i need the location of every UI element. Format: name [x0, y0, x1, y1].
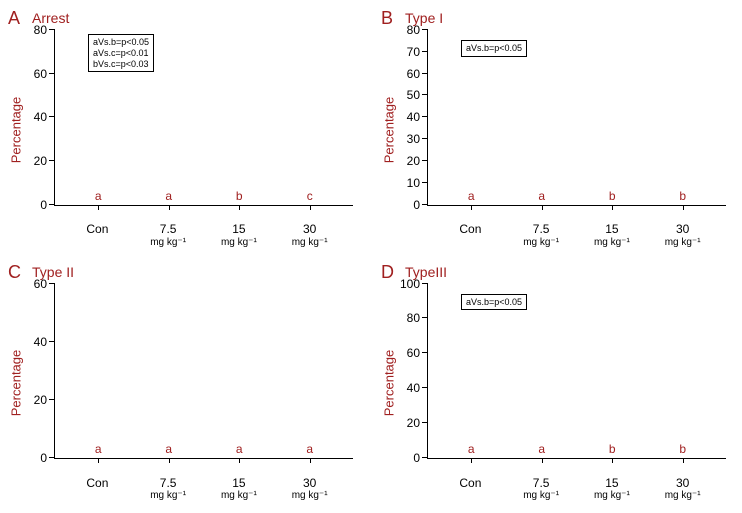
significance-letter: c — [307, 189, 313, 203]
y-tick-label: 60 — [407, 67, 428, 81]
y-axis-label: Percentage — [382, 350, 397, 417]
x-label: 15mg kg⁻¹ — [211, 477, 268, 501]
x-label: 30mg kg⁻¹ — [654, 223, 711, 247]
panel-a: AArrestaVs.b=p<0.05aVs.c=p<0.01bVs.c=p<0… — [8, 8, 361, 252]
x-labels: Con 7.5mg kg⁻¹ 15mg kg⁻¹ 30mg kg⁻¹ — [427, 477, 726, 501]
bars-container: aabb — [428, 284, 726, 459]
x-label: 30mg kg⁻¹ — [654, 477, 711, 501]
error-cap — [306, 458, 316, 459]
y-tick-label: 0 — [413, 451, 428, 465]
significance-letter: b — [679, 189, 686, 203]
x-label: Con — [69, 223, 126, 247]
error-cap — [165, 458, 175, 459]
error-cap — [538, 458, 548, 459]
error-cap — [608, 205, 618, 206]
y-tick-label: 60 — [34, 67, 55, 81]
y-tick-label: 70 — [407, 45, 428, 59]
error-cap — [679, 458, 689, 459]
x-label: Con — [442, 223, 499, 247]
x-label: 15mg kg⁻¹ — [584, 477, 641, 501]
bars-container: aabc — [55, 30, 353, 205]
chart-area: 0204060aaaa — [54, 284, 353, 460]
x-labels: Con 7.5mg kg⁻¹ 15mg kg⁻¹ 30mg kg⁻¹ — [427, 223, 726, 247]
significance-letter: a — [95, 189, 102, 203]
x-label: 15mg kg⁻¹ — [211, 223, 268, 247]
x-label: 30mg kg⁻¹ — [281, 477, 338, 501]
x-label: 7.5mg kg⁻¹ — [513, 223, 570, 247]
significance-letter: b — [609, 189, 616, 203]
panel-d: DTypeIIIaVs.b=p<0.05Percentage0204060801… — [381, 262, 734, 506]
y-tick-label: 40 — [407, 381, 428, 395]
y-tick-label: 50 — [407, 88, 428, 102]
panel-letter: D — [381, 262, 394, 283]
x-label: 30mg kg⁻¹ — [281, 223, 338, 247]
y-axis-label: Percentage — [9, 350, 24, 417]
y-tick-label: 0 — [413, 198, 428, 212]
y-tick-label: 100 — [400, 277, 428, 291]
y-tick-label: 20 — [34, 393, 55, 407]
error-cap — [679, 205, 689, 206]
error-cap — [608, 458, 618, 459]
bars-container: aaaa — [55, 284, 353, 459]
significance-letter: b — [679, 442, 686, 456]
y-tick-label: 20 — [407, 154, 428, 168]
significance-letter: b — [609, 442, 616, 456]
y-tick-label: 60 — [34, 277, 55, 291]
y-axis-label: Percentage — [382, 97, 397, 164]
y-tick-label: 80 — [407, 311, 428, 325]
x-label: 7.5mg kg⁻¹ — [140, 223, 197, 247]
y-tick-label: 60 — [407, 346, 428, 360]
error-cap — [235, 458, 245, 459]
significance-letter: a — [165, 189, 172, 203]
chart-area: 020406080aabc — [54, 30, 353, 206]
panel-letter: B — [381, 8, 393, 29]
y-tick-label: 20 — [407, 416, 428, 430]
y-tick-label: 80 — [34, 23, 55, 37]
error-cap — [306, 205, 316, 206]
error-cap — [467, 458, 477, 459]
y-tick-label: 40 — [407, 110, 428, 124]
y-tick-label: 20 — [34, 154, 55, 168]
x-label: 7.5mg kg⁻¹ — [140, 477, 197, 501]
significance-letter: a — [468, 442, 475, 456]
panel-c: CType IIPercentage0204060aaaaCon 7.5mg k… — [8, 262, 361, 506]
significance-letter: a — [306, 442, 313, 456]
significance-letter: a — [165, 442, 172, 456]
y-tick-label: 80 — [407, 23, 428, 37]
panel-letter: C — [8, 262, 21, 283]
bars-container: aabb — [428, 30, 726, 205]
error-cap — [467, 205, 477, 206]
x-labels: Con 7.5mg kg⁻¹ 15mg kg⁻¹ 30mg kg⁻¹ — [54, 223, 353, 247]
chart-area: 01020304050607080aabb — [427, 30, 726, 206]
significance-letter: a — [236, 442, 243, 456]
y-tick-label: 10 — [407, 176, 428, 190]
error-cap — [538, 205, 548, 206]
significance-letter: a — [468, 189, 475, 203]
error-cap — [94, 205, 104, 206]
error-cap — [165, 205, 175, 206]
x-label: 7.5mg kg⁻¹ — [513, 477, 570, 501]
y-axis-label: Percentage — [9, 97, 24, 164]
chart-area: 020406080100aabb — [427, 284, 726, 460]
y-tick-label: 30 — [407, 132, 428, 146]
y-tick-label: 0 — [40, 451, 55, 465]
y-tick-label: 40 — [34, 335, 55, 349]
panel-letter: A — [8, 8, 20, 29]
y-tick-label: 40 — [34, 110, 55, 124]
significance-letter: a — [538, 442, 545, 456]
x-label: Con — [442, 477, 499, 501]
x-label: Con — [69, 477, 126, 501]
error-cap — [235, 205, 245, 206]
error-cap — [94, 458, 104, 459]
significance-letter: a — [95, 442, 102, 456]
panel-b: BType IaVs.b=p<0.05Percentage01020304050… — [381, 8, 734, 252]
significance-letter: b — [236, 189, 243, 203]
x-labels: Con 7.5mg kg⁻¹ 15mg kg⁻¹ 30mg kg⁻¹ — [54, 477, 353, 501]
significance-letter: a — [538, 189, 545, 203]
y-tick-label: 0 — [40, 198, 55, 212]
x-label: 15mg kg⁻¹ — [584, 223, 641, 247]
